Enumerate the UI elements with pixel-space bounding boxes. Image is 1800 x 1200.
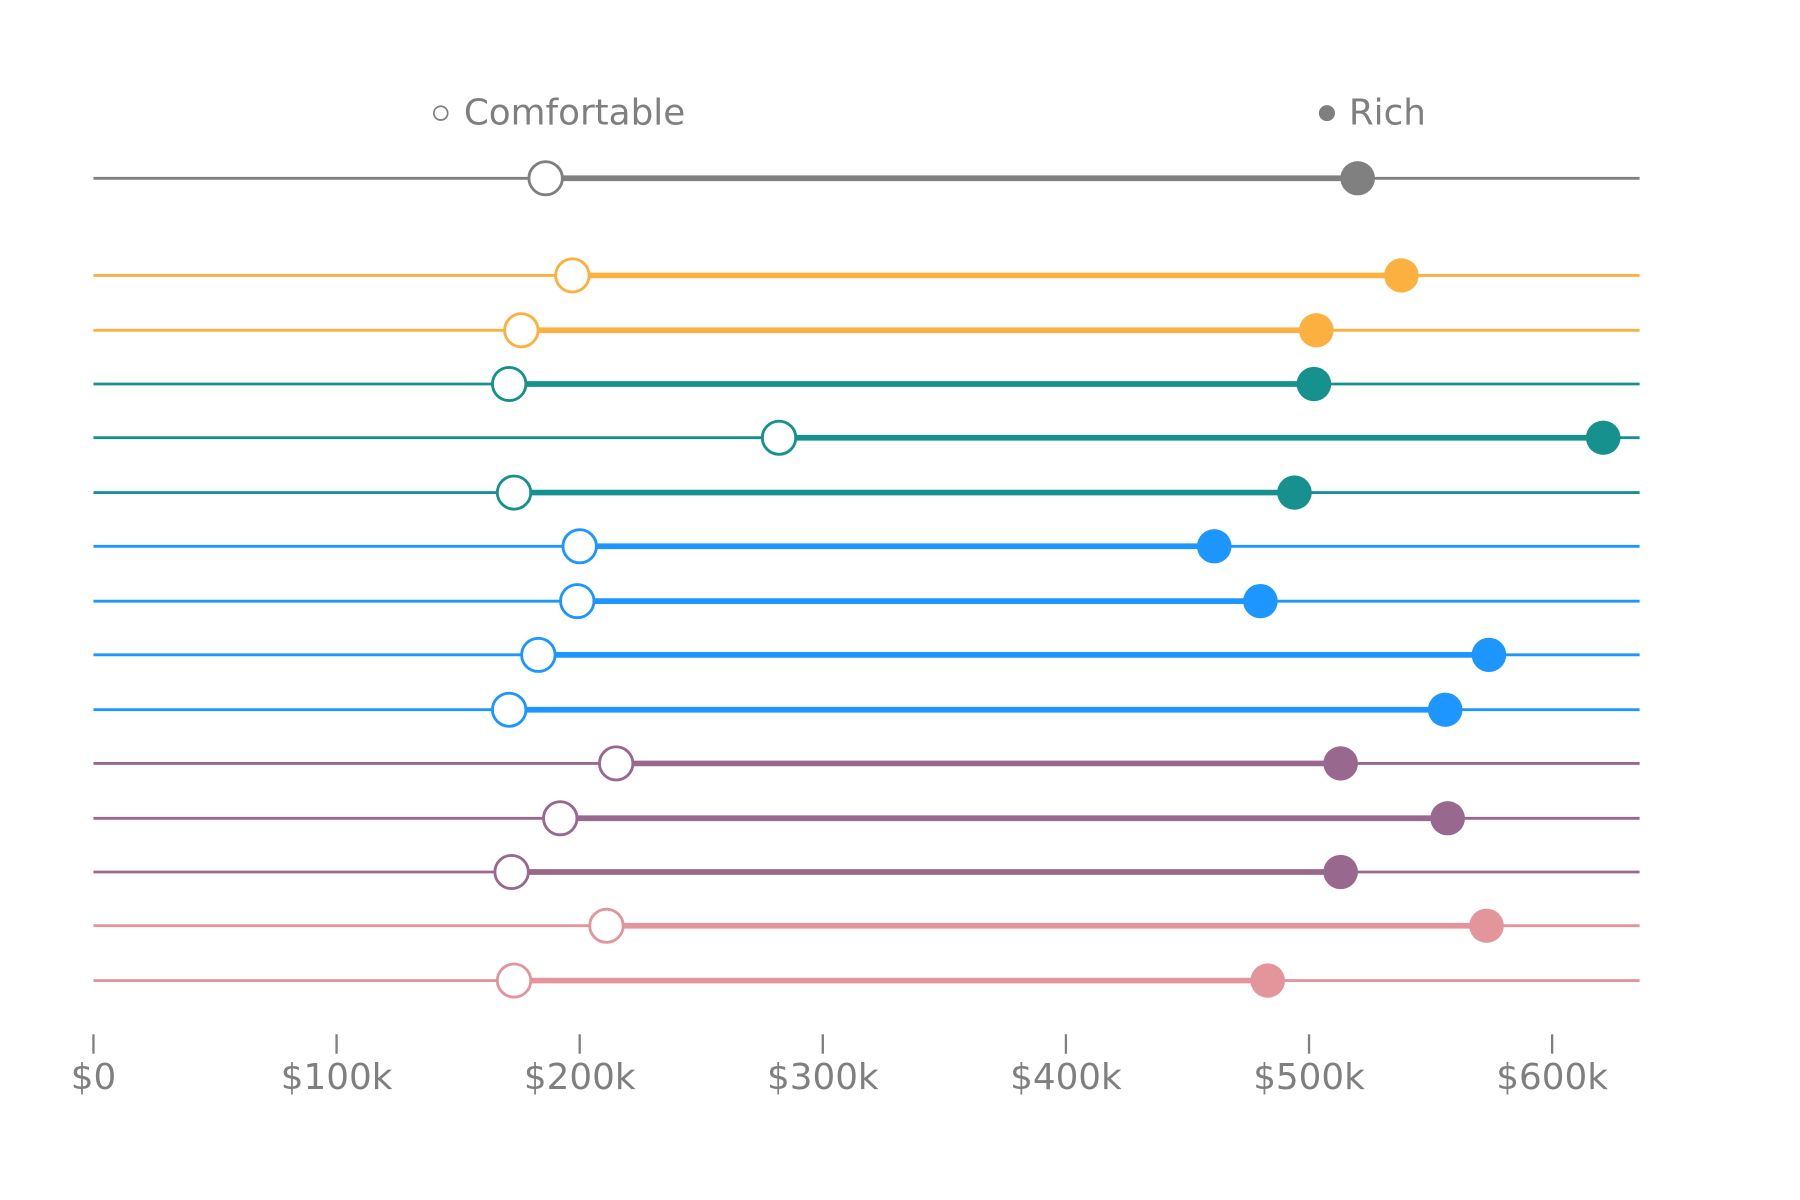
dumbbell-row xyxy=(93,583,1640,620)
x-tick-label: $200k xyxy=(524,1057,636,1098)
legend-comfortable-label: Comfortable xyxy=(464,93,685,134)
rich-point xyxy=(1323,746,1358,781)
legend-comfortable-marker xyxy=(432,105,449,121)
x-axis: $0 $100k $200k $300k $400k $500k $600k xyxy=(71,1034,1608,1098)
rich-point xyxy=(1323,854,1358,890)
dumbbell-row xyxy=(93,528,1640,565)
comfortable-point xyxy=(597,745,635,782)
rich-point xyxy=(1296,366,1332,402)
x-tick-label: $500k xyxy=(1253,1057,1365,1098)
dumbbell-row xyxy=(93,745,1640,782)
dumbbell-row xyxy=(93,636,1640,673)
x-tick-label: $100k xyxy=(281,1057,393,1098)
dumbbell-row xyxy=(93,474,1640,511)
comfortable-point xyxy=(493,854,530,890)
dumbbell-row xyxy=(93,854,1640,890)
comfortable-point xyxy=(491,366,528,402)
rich-point xyxy=(1340,161,1375,196)
dumbbell-row xyxy=(93,691,1640,728)
rich-point xyxy=(1299,313,1334,348)
dumbbell-row xyxy=(93,312,1640,349)
legend-rich-label: Rich xyxy=(1349,93,1426,134)
rich-point xyxy=(1469,908,1504,943)
legend: Comfortable Rich xyxy=(432,93,1426,134)
comfortable-point xyxy=(527,160,564,197)
rich-point xyxy=(1277,475,1312,510)
comfortable-point xyxy=(588,907,625,944)
comfortable-point xyxy=(503,312,540,349)
rich-point xyxy=(1427,692,1463,727)
comfortable-point xyxy=(554,257,591,294)
comfortable-point xyxy=(495,962,533,999)
x-tick-label: $400k xyxy=(1010,1057,1122,1098)
comfortable-point xyxy=(495,474,533,511)
dumbbell-row xyxy=(93,962,1640,999)
dumbbell-row xyxy=(93,800,1640,837)
dumbbell-row xyxy=(93,419,1640,456)
dumbbell-row xyxy=(93,160,1640,197)
rich-point xyxy=(1250,963,1286,998)
dumbbell-row xyxy=(93,366,1640,402)
comfortable-point xyxy=(561,528,598,565)
comfortable-point xyxy=(542,800,579,837)
comfortable-point xyxy=(491,691,528,728)
rich-point xyxy=(1243,584,1278,619)
legend-rich-marker xyxy=(1318,105,1335,122)
rich-point xyxy=(1471,637,1507,672)
rows xyxy=(93,160,1640,999)
dumbbell-row xyxy=(93,257,1640,294)
comfortable-point xyxy=(520,636,557,673)
comfortable-point xyxy=(559,583,596,620)
rich-point xyxy=(1384,258,1419,293)
x-tick-label: $300k xyxy=(767,1057,879,1098)
rich-point xyxy=(1585,420,1621,455)
rich-point xyxy=(1196,529,1232,564)
dumbbell-row xyxy=(93,907,1640,944)
x-tick-label: $600k xyxy=(1496,1057,1608,1098)
x-tick-label: $0 xyxy=(71,1057,116,1098)
comfortable-point xyxy=(760,419,798,456)
rich-point xyxy=(1430,801,1465,836)
